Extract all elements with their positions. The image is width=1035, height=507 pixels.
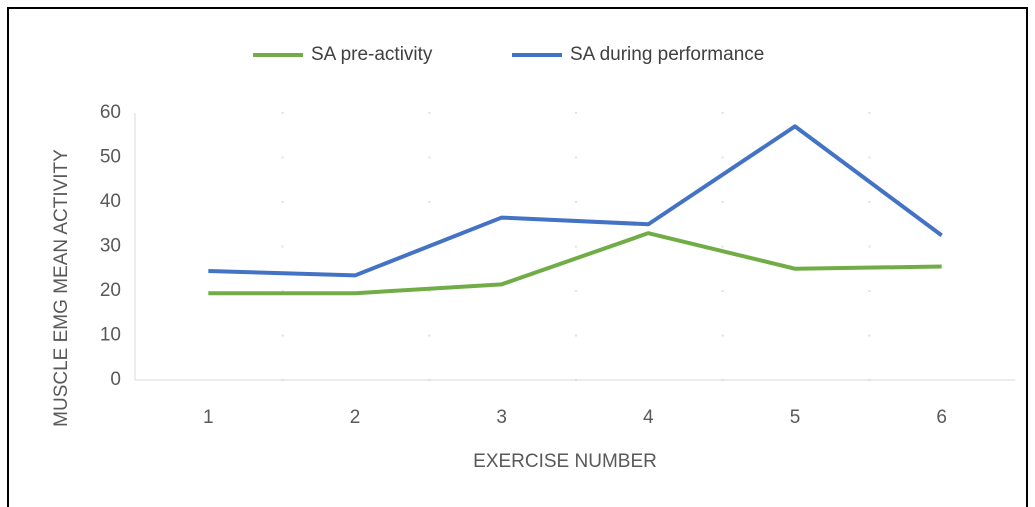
x-tick-label: 6 [936, 407, 947, 428]
legend-label: SA pre-activity [311, 44, 433, 65]
y-tick-label: 0 [110, 369, 121, 390]
x-axis-title: EXERCISE NUMBER [473, 451, 657, 472]
series-line [208, 231, 942, 296]
y-tick-label: 20 [100, 280, 121, 301]
y-tick-label: 10 [100, 325, 121, 346]
x-tick-label: 5 [790, 407, 801, 428]
y-tick-label: 50 [100, 147, 121, 168]
y-tick-label: 40 [100, 191, 121, 212]
y-axis-title: MUSCLE EMG MEAN ACTIVITY [51, 149, 72, 427]
x-tick-label: 3 [496, 407, 507, 428]
x-tick-label: 2 [350, 407, 361, 428]
x-tick-label: 1 [203, 407, 214, 428]
y-tick-label: 30 [100, 236, 121, 257]
y-tick-label: 60 [100, 102, 121, 123]
series-line [208, 124, 943, 278]
x-tick-label: 4 [643, 407, 654, 428]
legend-label: SA during performance [570, 44, 764, 65]
frame [7, 7, 1028, 507]
